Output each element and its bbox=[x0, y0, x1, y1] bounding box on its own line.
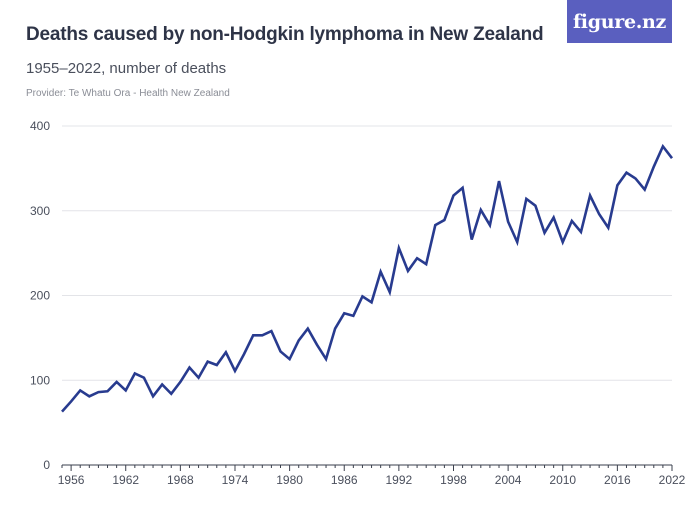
series-layer bbox=[61, 143, 674, 413]
grid-lines bbox=[62, 125, 672, 381]
y-tick-label-100: 100 bbox=[30, 373, 50, 387]
x-tick-label-2010: 2010 bbox=[549, 473, 576, 487]
y-tick-label-0: 0 bbox=[43, 458, 50, 472]
x-tick-label-2004: 2004 bbox=[495, 473, 522, 487]
x-tick-label-1986: 1986 bbox=[331, 473, 358, 487]
chart-title: Deaths caused by non-Hodgkin lymphoma in… bbox=[26, 24, 544, 45]
x-tick-label-1962: 1962 bbox=[112, 473, 139, 487]
y-tick-label-300: 300 bbox=[30, 204, 50, 218]
x-tick-label-1998: 1998 bbox=[440, 473, 467, 487]
axes: 0 100 200 300 400 1956 1962 1968 1974 1980 1986 199… bbox=[30, 119, 686, 487]
y-tick-label-400: 400 bbox=[30, 119, 50, 133]
x-tick-label-1974: 1974 bbox=[222, 473, 249, 487]
series-line-0 bbox=[61, 143, 674, 413]
data-provider: Provider: Te Whatu Ora - Health New Zeal… bbox=[26, 88, 230, 99]
x-tick-label-1992: 1992 bbox=[386, 473, 413, 487]
y-tick-label-200: 200 bbox=[30, 289, 50, 303]
x-tick-label-2022: 2022 bbox=[659, 473, 686, 487]
x-tick-label-1968: 1968 bbox=[167, 473, 194, 487]
figure-nz-logo[interactable]: figure.nz bbox=[567, 0, 672, 43]
chart-subtitle: 1955–2022, number of deaths bbox=[26, 60, 227, 77]
x-tick-label-2016: 2016 bbox=[604, 473, 631, 487]
x-tick-label-1980: 1980 bbox=[276, 473, 303, 487]
x-tick-label-1956: 1956 bbox=[58, 473, 85, 487]
